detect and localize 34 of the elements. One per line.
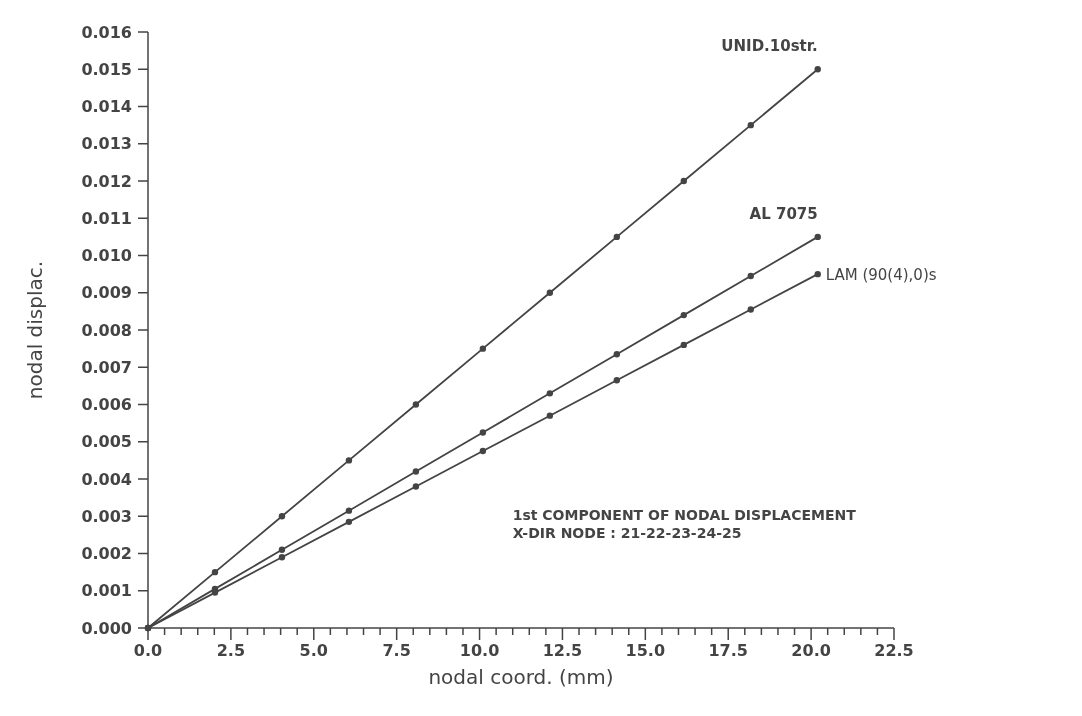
x-tick-label: 7.5 xyxy=(382,641,411,660)
x-tick-label: 17.5 xyxy=(708,641,748,660)
x-axis-title: nodal coord. (mm) xyxy=(428,665,614,689)
y-tick-label: 0.009 xyxy=(81,283,132,303)
x-tick-label: 20.0 xyxy=(791,641,831,660)
y-tick-label: 0.011 xyxy=(81,208,132,228)
y-tick-label: 0.008 xyxy=(81,320,132,340)
y-tick-label: 0.015 xyxy=(81,59,132,79)
annotation: 1st COMPONENT OF NODAL DISPLACEMENT xyxy=(512,506,857,523)
y-tick-label: 0.000 xyxy=(81,618,132,638)
series-label: LAM (90(4),0)s xyxy=(825,266,937,285)
series-label: UNID.10str. xyxy=(721,37,818,56)
y-tick-label: 0.010 xyxy=(81,246,132,266)
y-tick-label: 0.002 xyxy=(81,544,132,564)
y-axis-title: nodal displac. xyxy=(23,260,47,400)
x-tick-label: 22.5 xyxy=(874,641,914,660)
x-tick-label: 2.5 xyxy=(216,641,246,660)
annotation: X-DIR NODE : 21-22-23-24-25 xyxy=(512,524,742,541)
y-tick-label: 0.012 xyxy=(81,171,132,191)
series-label: AL 7075 xyxy=(749,204,818,223)
y-tick-label: 0.016 xyxy=(81,22,132,42)
y-tick-label: 0.005 xyxy=(81,432,132,452)
x-tick-label: 5.0 xyxy=(299,641,328,660)
y-tick-label: 0.006 xyxy=(81,395,132,415)
x-tick-label: 12.5 xyxy=(542,641,583,660)
x-tick-label: 10.0 xyxy=(459,641,500,660)
text: 0.0 xyxy=(133,641,163,660)
y-tick-label: 0.014 xyxy=(81,97,132,117)
y-tick-label: 0.007 xyxy=(81,357,132,377)
y-tick-label: 0.013 xyxy=(81,134,132,154)
x-tick-label: 15.0 xyxy=(625,641,666,660)
y-tick-label: 0.003 xyxy=(81,506,132,526)
y-tick-label: 0.001 xyxy=(81,581,132,601)
y-tick-label: 0.004 xyxy=(81,469,132,489)
